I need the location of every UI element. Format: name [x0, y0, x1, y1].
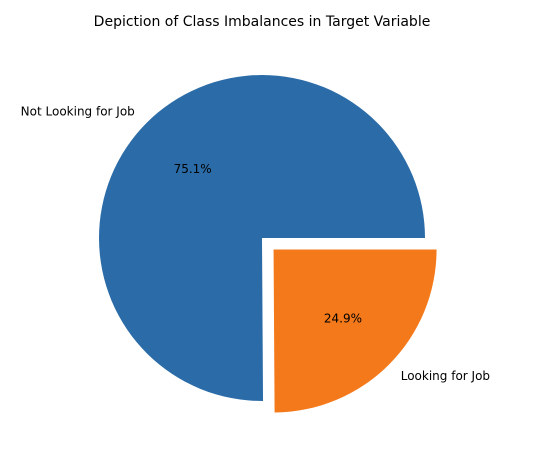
chart-title: Depiction of Class Imbalances in Target …	[94, 14, 431, 30]
pie-pct-label: 75.1%	[174, 162, 212, 176]
pie-slices	[99, 75, 437, 412]
pie-category-label: Not Looking for Job	[21, 105, 135, 119]
pie-category-label: Looking for Job	[401, 369, 490, 383]
pie-pct-label: 24.9%	[324, 311, 362, 325]
pie-slice-looking-for-job	[274, 249, 437, 412]
